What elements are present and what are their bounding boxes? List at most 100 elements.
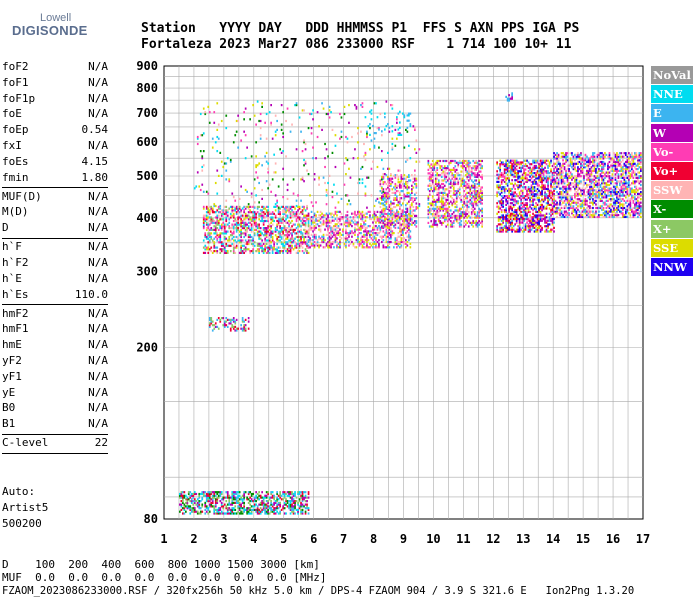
echo-point	[533, 172, 536, 175]
echo-point	[241, 510, 244, 513]
echo-point	[505, 228, 507, 231]
echo-point	[554, 180, 557, 183]
echo-point	[403, 198, 406, 201]
echo-point	[581, 205, 584, 208]
echo-point	[396, 204, 398, 207]
echo-point	[454, 214, 457, 217]
echo-point	[544, 219, 546, 222]
echo-point	[385, 188, 388, 191]
echo-point	[229, 327, 232, 330]
echo-point	[291, 244, 293, 247]
echo-point	[500, 205, 503, 208]
echo-point	[373, 225, 376, 228]
echo-point	[505, 216, 507, 219]
echo-point	[553, 226, 555, 229]
echo-point	[457, 174, 460, 177]
echo-point	[211, 505, 214, 508]
echo-point	[222, 248, 225, 251]
echo-point	[583, 191, 585, 194]
echo-point	[430, 184, 433, 187]
echo-point	[216, 209, 219, 212]
echo-point	[562, 180, 564, 183]
echo-point	[500, 179, 503, 182]
echo-point	[259, 244, 262, 247]
echo-point	[211, 251, 214, 254]
echo-point	[533, 226, 536, 229]
echo-point	[382, 211, 385, 214]
echo-point	[595, 203, 597, 206]
echo-point	[452, 202, 455, 205]
echo-point	[406, 217, 409, 221]
echo-point	[351, 230, 353, 233]
echo-point	[538, 196, 540, 199]
echo-point	[406, 244, 409, 247]
echo-point	[431, 214, 434, 217]
echo-point	[530, 219, 533, 222]
echo-point	[454, 159, 457, 163]
echo-point	[396, 214, 398, 217]
echo-point	[481, 191, 483, 194]
echo-point	[437, 193, 440, 196]
echo-point	[298, 242, 301, 246]
echo-point	[434, 220, 437, 223]
echo-point	[536, 228, 539, 231]
echo-point	[219, 494, 222, 497]
echo-point	[229, 227, 232, 230]
echo-point	[470, 211, 473, 214]
echo-point	[511, 207, 513, 210]
echo-point	[217, 211, 220, 214]
echo-point	[548, 198, 551, 201]
echo-point	[259, 496, 262, 499]
echo-point	[288, 230, 290, 233]
echo-point	[211, 491, 214, 494]
echo-point	[220, 241, 223, 244]
echo-point	[204, 244, 207, 247]
echo-point	[216, 221, 219, 224]
echo-point	[415, 186, 418, 189]
echo-point	[244, 212, 247, 215]
echo-point	[499, 200, 501, 203]
echo-point	[532, 186, 534, 189]
echo-point	[560, 191, 563, 194]
echo-point	[571, 160, 573, 164]
echo-point	[481, 195, 483, 198]
echo-point	[430, 186, 433, 189]
echo-point	[551, 186, 554, 189]
echo-point	[337, 225, 340, 228]
echo-point	[575, 155, 578, 158]
echo-point	[595, 194, 597, 197]
echo-point	[505, 166, 507, 169]
echo-point	[370, 217, 373, 221]
echo-point	[373, 212, 376, 215]
echo-point	[476, 163, 479, 166]
echo-point	[225, 500, 228, 503]
echo-point	[225, 244, 228, 247]
echo-point	[500, 230, 503, 233]
echo-point	[309, 237, 311, 240]
echo-point	[439, 205, 442, 209]
echo-point	[336, 237, 338, 240]
echo-point	[590, 206, 593, 210]
echo-point	[270, 246, 272, 249]
echo-point	[385, 225, 388, 228]
echo-point	[464, 223, 467, 226]
echo-point	[457, 214, 460, 217]
echo-point	[506, 228, 509, 231]
echo-point	[509, 182, 512, 185]
echo-point	[232, 219, 235, 223]
echo-point	[581, 215, 584, 218]
echo-point	[445, 218, 448, 221]
echo-point	[592, 191, 594, 194]
echo-point	[521, 214, 524, 217]
echo-point	[207, 248, 210, 251]
echo-point	[366, 232, 368, 235]
echo-point	[502, 205, 504, 208]
echo-point	[466, 191, 469, 194]
echo-point	[512, 161, 515, 164]
echo-point	[592, 206, 594, 210]
echo-point	[243, 209, 245, 212]
echo-point	[292, 508, 295, 511]
echo-point	[583, 203, 585, 206]
echo-point	[328, 244, 331, 247]
echo-point	[473, 211, 476, 214]
